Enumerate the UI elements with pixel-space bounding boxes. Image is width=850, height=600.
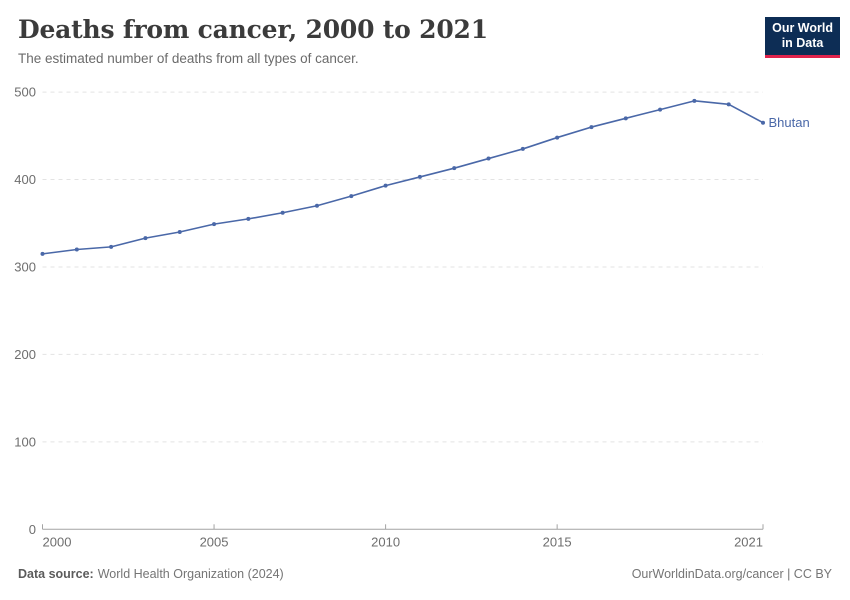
data-point[interactable] [726,102,731,107]
y-axis-tick-label: 500 [14,85,36,100]
y-axis-tick-label: 400 [14,172,36,187]
data-point[interactable] [761,120,765,125]
data-source-label: Data source: [18,567,94,581]
data-point[interactable] [280,210,285,215]
owid-logo[interactable]: Our World in Data [765,17,840,58]
data-point[interactable] [143,236,148,241]
page-subtitle: The estimated number of deaths from all … [18,51,359,66]
data-point[interactable] [40,251,45,256]
x-axis-tick-label: 2021 [734,534,763,549]
y-axis-tick-label: 300 [14,259,36,274]
data-point[interactable] [417,174,422,179]
data-point[interactable] [486,156,491,161]
owid-logo-line2: in Data [781,36,824,51]
x-axis-tick-label: 2015 [543,534,572,549]
data-point[interactable] [692,98,697,103]
data-source: Data source: World Health Organization (2… [18,567,284,581]
data-point[interactable] [658,107,663,112]
x-axis-tick-label: 2000 [43,534,72,549]
data-source-value: World Health Organization (2024) [97,567,284,581]
data-point[interactable] [383,183,388,188]
chart-header: Deaths from cancer, 2000 to 2021 The est… [18,15,488,66]
x-axis-tick-label: 2010 [371,534,400,549]
owid-logo-line1: Our World [772,21,833,35]
data-point[interactable] [452,166,457,171]
license-note[interactable]: OurWorldinData.org/cancer | CC BY [631,567,832,581]
data-line-bhutan[interactable] [41,100,764,255]
y-axis-tick-label: 200 [14,347,36,362]
series-end-label[interactable]: Bhutan [769,115,810,130]
data-point[interactable] [246,216,251,221]
data-point[interactable] [109,244,114,249]
data-point[interactable] [555,135,560,140]
data-point[interactable] [589,125,594,130]
y-axis-tick-label: 100 [14,434,36,449]
page-title: Deaths from cancer, 2000 to 2021 [18,15,488,44]
y-axis-tick-label: 0 [29,522,36,537]
x-axis-tick-label: 2005 [200,534,229,549]
data-point[interactable] [212,222,217,227]
chart-footer: Data source: World Health Organization (2… [18,567,832,581]
data-point[interactable] [623,116,628,121]
data-point[interactable] [177,230,182,235]
data-point[interactable] [74,247,79,252]
data-point[interactable] [520,146,525,151]
data-point[interactable] [349,194,354,199]
data-point[interactable] [314,203,319,208]
